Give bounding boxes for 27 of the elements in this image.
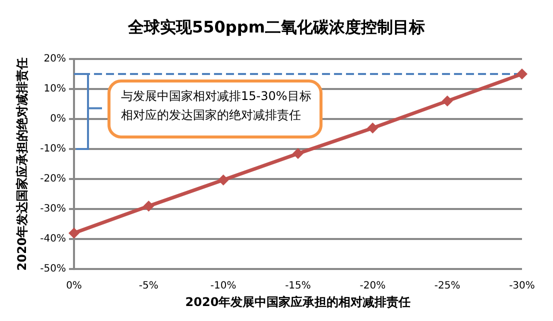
y-tick-label: 20% <box>44 54 66 64</box>
annotation: 与发展中国家相对减排15-30%目标 <box>121 89 312 104</box>
x-tick-label: -10% <box>210 280 236 292</box>
point <box>218 174 229 186</box>
x-axis-title: 2020年发展中国家应承担的相对减排责任 <box>185 295 411 309</box>
y-tick-label: -40% <box>40 234 66 245</box>
x-tick-label: -5% <box>138 280 158 292</box>
x-tick-label: 0% <box>66 280 82 292</box>
point <box>367 122 378 134</box>
point <box>516 68 528 80</box>
x-tick-label: -30% <box>509 280 535 292</box>
y-tick-label: -30% <box>40 204 66 215</box>
annotation: 相对应的发达国家的绝对减排责任 <box>121 108 301 122</box>
chart-title: 全球实现550ppm二氧化碳浓度控制目标 <box>127 18 425 36</box>
y-tick-label: -50% <box>40 264 66 275</box>
y-tick-label: 0% <box>50 114 66 125</box>
y-axis-title: 2020年发达国家应承担的绝对减排责任 <box>15 57 29 271</box>
x-tick-label: -15% <box>285 280 311 292</box>
point <box>292 148 304 160</box>
point <box>68 228 80 239</box>
x-tick-label: -25% <box>434 280 460 292</box>
x-tick-label: -20% <box>360 280 386 292</box>
y-tick-label: -10% <box>40 144 66 155</box>
point <box>442 96 453 107</box>
point <box>143 200 154 212</box>
y-tick-label: 10% <box>44 84 66 95</box>
y-tick-label: -20% <box>40 174 66 185</box>
